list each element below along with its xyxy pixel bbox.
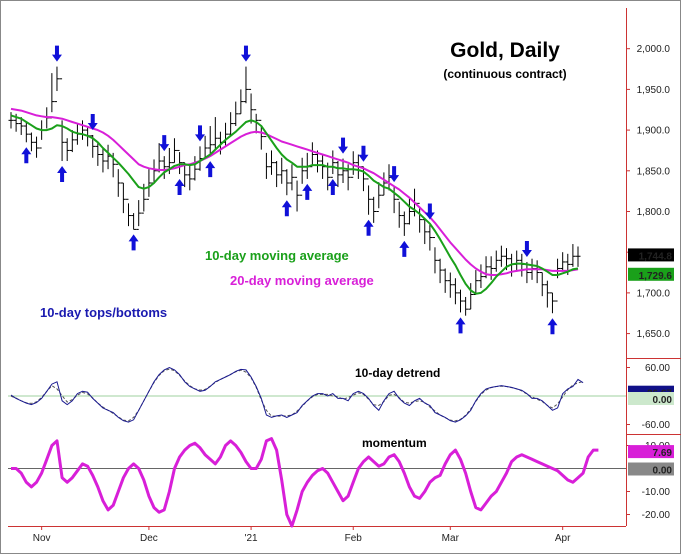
price-axis-tick-label: 1,950.0	[637, 85, 671, 96]
chart-subtitle: (continuous contract)	[443, 67, 566, 81]
detrend-panel: 60.00-60.0026.670.00	[8, 363, 674, 431]
momentum-zero-value-box	[628, 462, 674, 476]
chart-title: Gold, Daily	[450, 39, 560, 62]
ma10-last-value-text: 1,729.6	[639, 271, 673, 282]
detrend-zero-value-box	[628, 392, 674, 405]
price-last-value-text: 1,744.8	[639, 251, 673, 262]
detrend-line	[10, 366, 584, 423]
down-arrow-icon	[424, 203, 435, 220]
down-arrow-icon	[195, 125, 205, 142]
price-axis-tick-label: 1,800.0	[637, 207, 671, 218]
up-arrow-icon	[399, 240, 410, 257]
down-arrow-icon	[87, 113, 98, 130]
up-arrow-icon	[21, 147, 32, 164]
down-arrow-icon	[159, 135, 170, 152]
down-arrow-icon	[338, 137, 349, 154]
x-axis-tick-label: Feb	[345, 533, 363, 544]
price-axis-tick-label: 2,000.0	[637, 44, 671, 55]
up-arrow-icon	[327, 179, 338, 196]
up-arrow-icon	[547, 318, 558, 335]
ma20-label: 20-day moving average	[230, 273, 374, 288]
price-axis-tick-label: 1,700.0	[637, 288, 671, 299]
tops-bottoms-annotation: 10-day tops/bottoms	[40, 305, 167, 320]
momentum-title: momentum	[362, 436, 427, 450]
price-last-value-box	[628, 248, 674, 262]
momentum-last-value-box	[628, 445, 674, 459]
x-axis-tick-label: Dec	[140, 533, 158, 544]
momentum-axis-tick-label: -20.00	[642, 510, 671, 521]
ma10-line	[10, 114, 579, 295]
plot-background	[8, 8, 626, 526]
up-arrow-icon	[205, 161, 216, 178]
detrend-axis-tick-label: -60.00	[642, 420, 671, 431]
down-arrow-icon	[51, 45, 62, 62]
up-arrow-icon	[281, 200, 292, 217]
up-arrow-icon	[128, 234, 139, 251]
momentum-panel: 10.00-10.00-20.007.690.00	[8, 437, 674, 528]
up-arrow-icon	[363, 219, 374, 236]
momentum-last-value-text: 7.69	[653, 448, 673, 459]
x-axis-tick-label: Mar	[442, 533, 460, 544]
detrend-title: 10-day detrend	[355, 366, 440, 380]
down-arrow-icon	[521, 240, 532, 257]
up-arrow-icon	[174, 179, 185, 196]
momentum-zero-value-text: 0.00	[653, 466, 673, 477]
ma10-label: 10-day moving average	[205, 248, 349, 263]
x-axis-tick-label: Apr	[555, 533, 571, 544]
ma10-last-value-box	[628, 267, 674, 281]
price-axis-tick-label: 1,900.0	[637, 126, 671, 137]
momentum-line	[11, 437, 599, 528]
momentum-axis-tick-label: -10.00	[642, 487, 671, 498]
down-arrow-icon	[358, 145, 369, 162]
detrend-smoothed-line	[10, 368, 584, 422]
x-axis: Nov Dec '21 Feb Mar Apr	[33, 526, 571, 544]
down-arrow-icon	[389, 166, 400, 183]
up-arrow-icon	[302, 183, 313, 200]
price-axis-tick-label: 1,850.0	[637, 166, 671, 177]
up-arrow-icon	[455, 317, 466, 334]
detrend-axis-tick-label: 60.00	[645, 363, 670, 374]
detrend-zero-value-text: 0.00	[653, 395, 673, 406]
x-axis-tick-label: '21	[245, 533, 258, 544]
x-axis-tick-label: Nov	[33, 533, 51, 544]
up-arrow-icon	[57, 166, 68, 183]
price-panel: 1,650.01,700.01,750.01,800.01,850.01,900…	[8, 44, 674, 340]
price-axis-tick-label: 1,650.0	[637, 329, 671, 340]
ma20-line	[10, 107, 579, 276]
down-arrow-icon	[240, 45, 251, 62]
